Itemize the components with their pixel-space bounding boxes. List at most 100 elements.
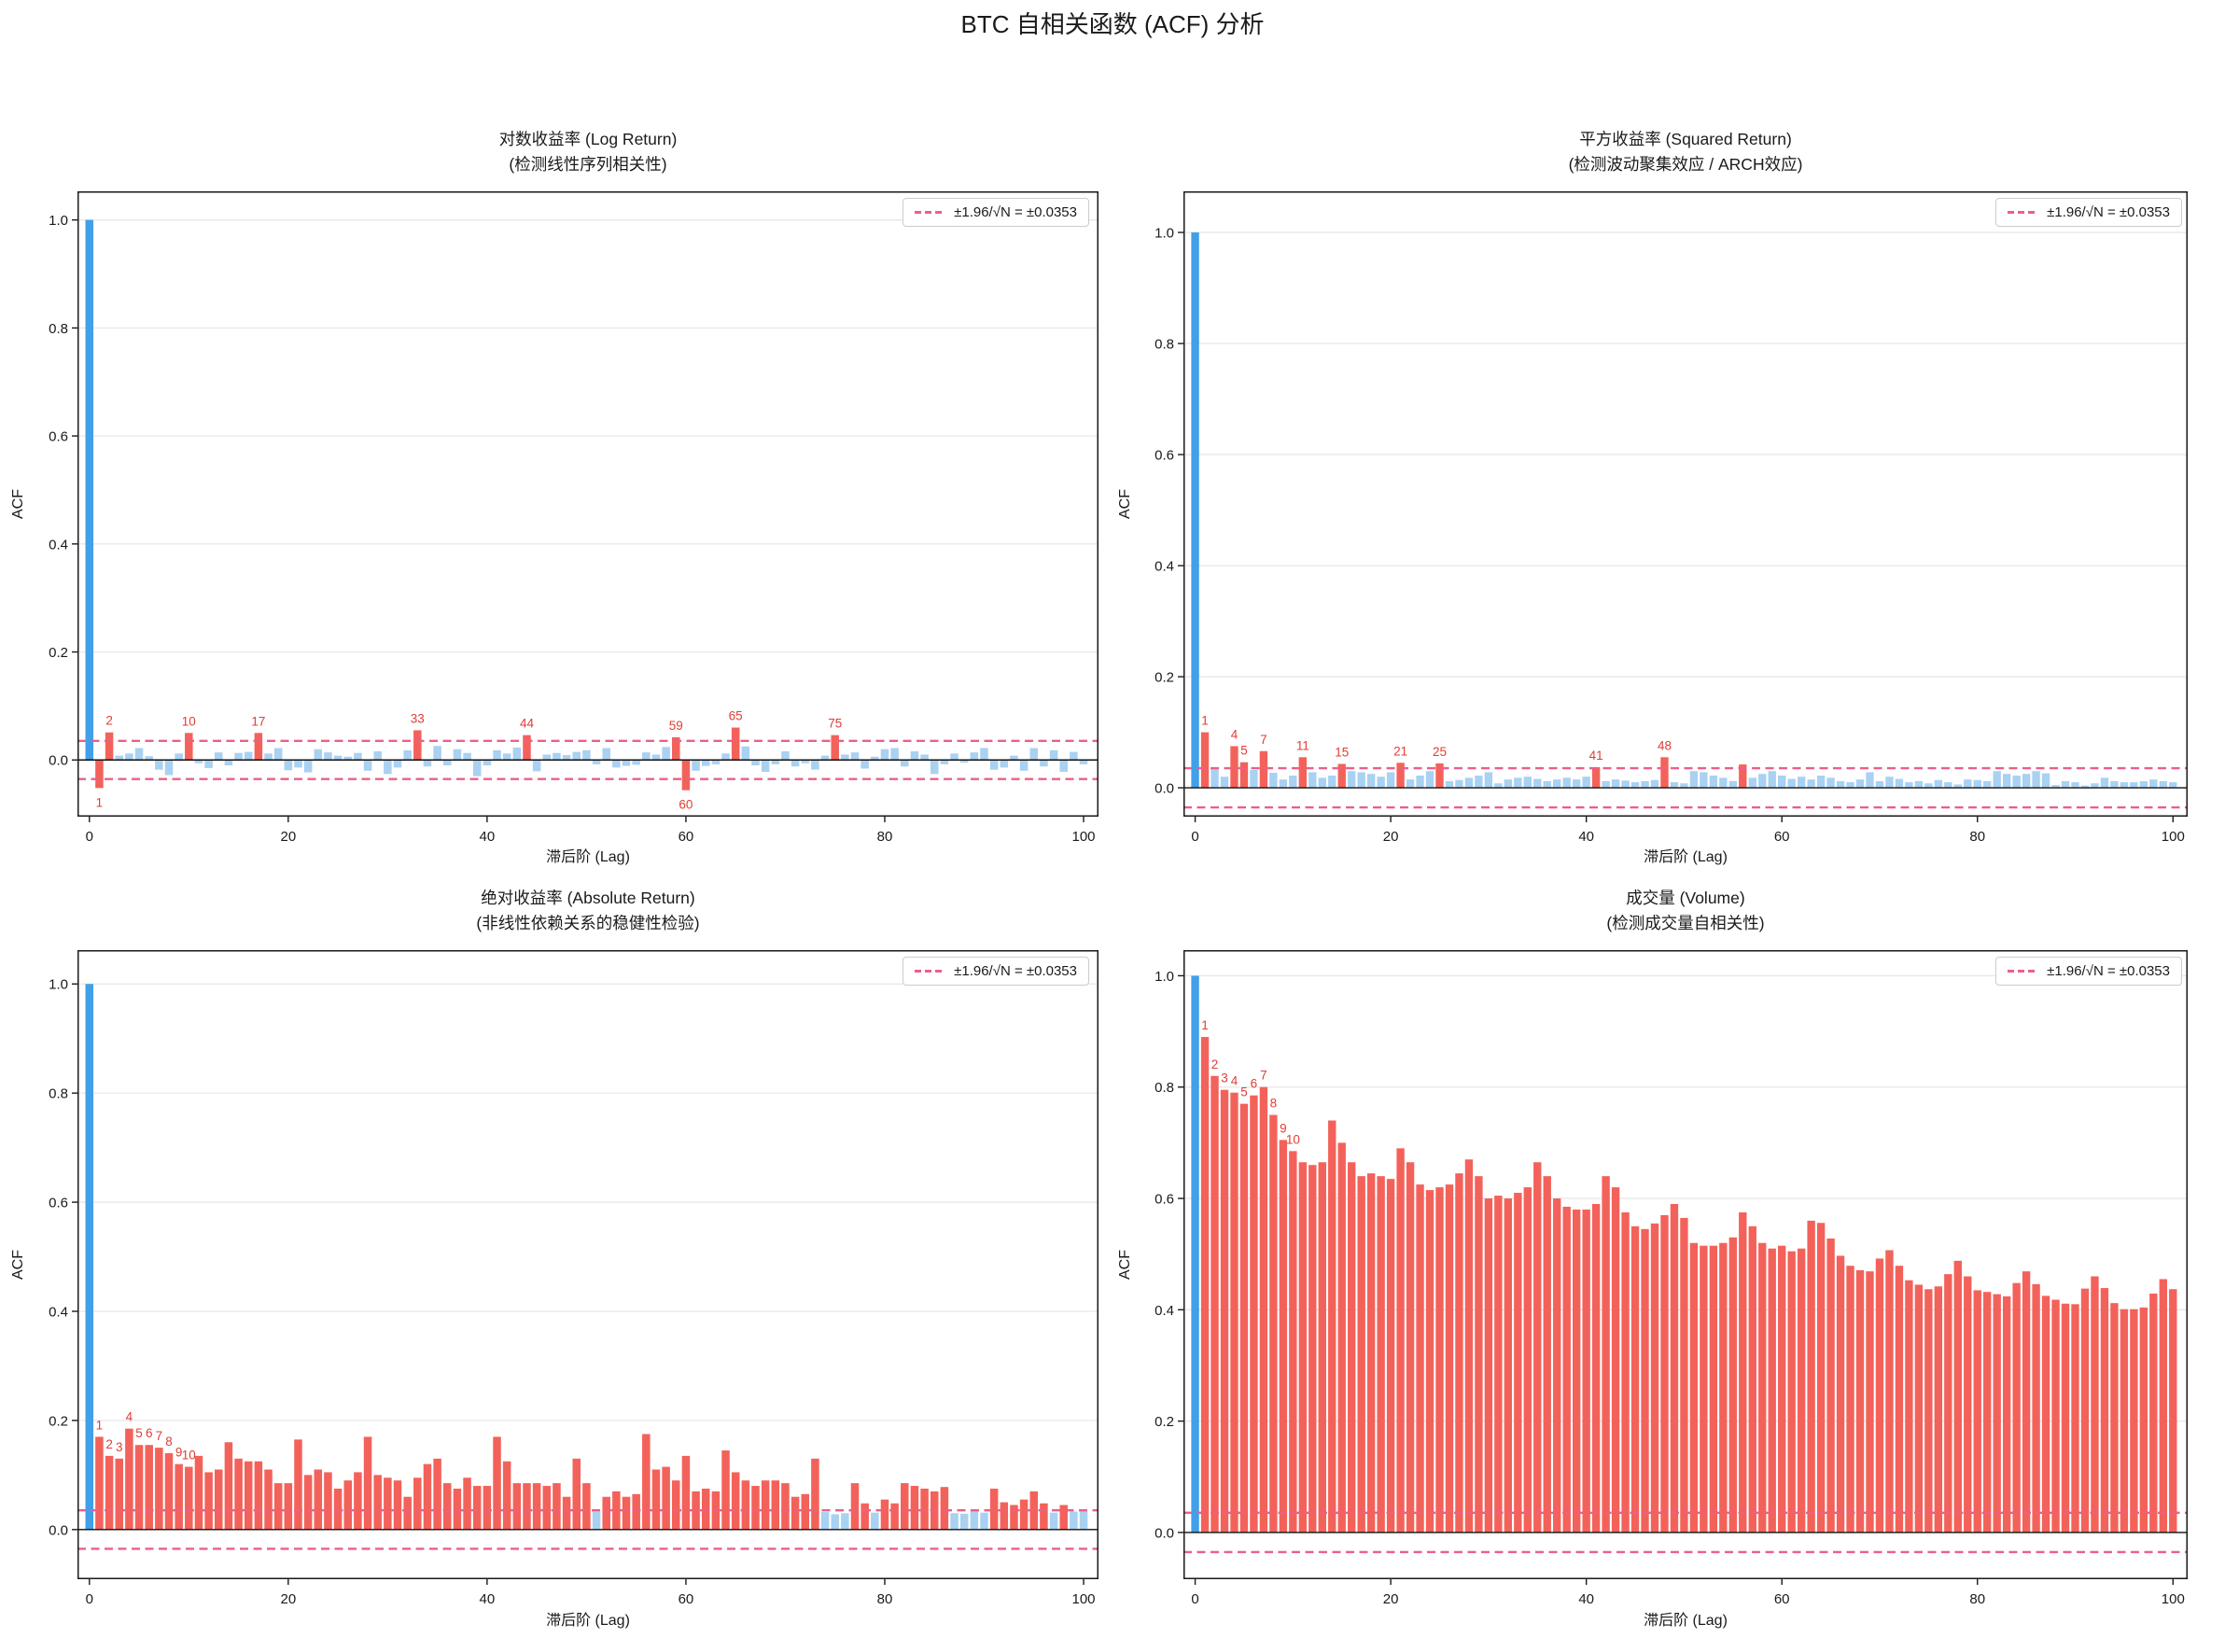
significant-lag-label: 7: [156, 1429, 163, 1443]
axes-spine: [77, 950, 1099, 1579]
acf-bar-lag-65: [1826, 777, 1835, 789]
y-tick-label: 0.6: [49, 429, 68, 445]
acf-bar-lag-46: [542, 754, 552, 761]
acf-bar-lag-80: [880, 749, 889, 761]
x-axis-label: 滞后阶 (Lag): [546, 1613, 630, 1629]
acf-bar-lag-99: [1070, 751, 1078, 761]
acf-bar-lag-33: [1514, 777, 1522, 789]
subplot-title-line2: (检测线性序列相关性): [509, 155, 667, 174]
acf-bar-lag-58: [1758, 774, 1767, 789]
acf-bar-lag-0: [1191, 975, 1199, 1533]
acf-bar-lag-48: [562, 1496, 571, 1530]
acf-bar-lag-79: [871, 1512, 879, 1530]
acf-bar-lag-75: [831, 1514, 839, 1530]
acf-bar-lag-82: [901, 1483, 909, 1530]
acf-bar-lag-72: [801, 1493, 810, 1530]
acf-bar-lag-61: [692, 1491, 700, 1530]
acf-bar-lag-11: [194, 760, 203, 763]
acf-bar-lag-84: [920, 1488, 929, 1530]
acf-bar-lag-72: [1895, 778, 1904, 789]
acf-bar-lag-4: [125, 753, 133, 761]
acf-bar-lag-18: [1366, 1173, 1376, 1533]
x-tick-label: 40: [1578, 1591, 1594, 1607]
y-axis-label: ACF: [1117, 489, 1133, 519]
acf-bar-lag-18: [264, 1469, 273, 1530]
acf-bar-lag-99: [2159, 780, 2167, 789]
acf-bar-lag-53: [1709, 1245, 1718, 1533]
acf-bar-lag-70: [1875, 780, 1884, 789]
x-tick-label: 100: [2162, 829, 2185, 845]
x-tick-label: 100: [1072, 829, 1096, 845]
subplot-title-line1: 对数收益率 (Log Return): [498, 130, 678, 148]
acf-bar-lag-87: [950, 1513, 959, 1530]
acf-bar-lag-94: [1019, 760, 1029, 771]
acf-bar-lag-88: [2051, 785, 2060, 789]
acf-bar-lag-24: [1425, 1190, 1434, 1533]
acf-bar-lag-92: [1000, 760, 1009, 768]
acf-bar-lag-6: [145, 756, 153, 761]
acf-bar-lag-67: [751, 1486, 760, 1530]
axes-spine: [1183, 191, 2188, 817]
significant-lag-label: 60: [679, 798, 693, 812]
y-tick-label: 0.0: [1154, 781, 1174, 797]
significant-lag-label: 3: [1221, 1071, 1228, 1085]
subplot-title-squared-return: 平方收益率 (Squared Return) (检测波动聚集效应 / ARCH效…: [1183, 127, 2188, 177]
acf-bar-lag-15: [234, 752, 243, 761]
x-tick-label: 40: [480, 829, 496, 845]
y-tick-label: 0.2: [49, 645, 68, 661]
acf-bar-lag-37: [1553, 1198, 1561, 1533]
acf-bar-lag-10: [1289, 775, 1297, 789]
acf-bar-lag-42: [1602, 1176, 1610, 1533]
acf-bar-lag-82: [1993, 1294, 2001, 1533]
acf-bar-lag-91: [2080, 785, 2090, 789]
acf-bar-lag-76: [1934, 779, 1943, 789]
acf-bar-lag-91: [989, 1488, 999, 1530]
acf-bar-lag-14: [1328, 1120, 1336, 1533]
acf-bar-lag-80: [1973, 1290, 1981, 1533]
acf-bar-lag-17: [1357, 772, 1365, 789]
acf-bar-lag-9: [175, 1463, 183, 1530]
acf-bar-lag-43: [1611, 779, 1620, 789]
acf-bar-lag-59: [672, 1480, 680, 1530]
significant-lag-label: 2: [105, 1437, 113, 1451]
acf-bar-lag-40: [483, 760, 492, 766]
acf-bar-lag-45: [532, 1483, 541, 1530]
acf-bar-lag-30: [384, 760, 392, 775]
acf-bar-lag-33: [1514, 1193, 1522, 1533]
significant-lag-label: 6: [1251, 1077, 1258, 1091]
acf-bar-lag-21: [1396, 1148, 1405, 1533]
acf-bar-lag-41: [1591, 767, 1601, 789]
acf-bar-lag-40: [483, 1486, 492, 1530]
acf-bar-lag-27: [1455, 1173, 1463, 1533]
acf-bar-lag-83: [910, 1486, 919, 1530]
acf-bar-lag-19: [1377, 1176, 1385, 1533]
acf-bar-lag-13: [1318, 777, 1326, 789]
acf-bar-lag-99: [2159, 1279, 2167, 1533]
acf-bar-lag-75: [1924, 783, 1933, 789]
confidence-dash-icon: [2008, 211, 2038, 214]
acf-bar-lag-13: [215, 1469, 223, 1530]
acf-bar-lag-22: [1406, 779, 1415, 789]
acf-bar-lag-42: [502, 1461, 511, 1530]
acf-bar-lag-82: [1993, 771, 2001, 789]
y-tick-label: 0.6: [49, 1196, 68, 1211]
acf-bar-lag-65: [731, 727, 740, 761]
acf-bar-lag-64: [721, 753, 730, 761]
significant-lag-label: 41: [1589, 749, 1603, 763]
acf-bar-lag-29: [373, 750, 382, 761]
acf-bar-lag-55: [632, 760, 640, 765]
acf-bar-lag-7: [155, 760, 163, 770]
acf-bar-lag-51: [592, 760, 601, 764]
acf-bar-lag-53: [612, 1491, 621, 1530]
acf-bar-lag-1: [1200, 1037, 1210, 1533]
acf-bar-lag-7: [155, 1448, 163, 1530]
acf-bar-lag-56: [642, 1434, 651, 1530]
significant-lag-label: 8: [1270, 1097, 1278, 1111]
figure-title: BTC 自相关函数 (ACF) 分析: [960, 10, 1265, 38]
acf-bar-lag-57: [1748, 1225, 1756, 1533]
acf-bar-lag-40: [1582, 777, 1590, 789]
acf-bar-lag-86: [2032, 1283, 2040, 1533]
significant-lag-label: 5: [135, 1426, 143, 1440]
acf-bar-lag-20: [1386, 772, 1395, 789]
x-tick-label: 40: [1578, 829, 1594, 845]
